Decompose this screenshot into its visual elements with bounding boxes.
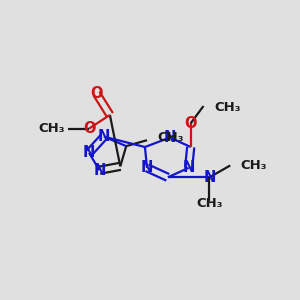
Text: CH₃: CH₃ <box>39 122 65 135</box>
Text: N: N <box>93 163 106 178</box>
Text: N: N <box>203 170 216 185</box>
Text: N: N <box>98 129 110 144</box>
Text: CH₃: CH₃ <box>196 197 223 210</box>
Text: N: N <box>83 146 95 160</box>
Text: N: N <box>164 130 176 145</box>
Text: O: O <box>184 116 197 131</box>
Text: N: N <box>182 160 195 175</box>
Text: N: N <box>141 160 153 175</box>
Text: O: O <box>90 86 103 101</box>
Text: CH₃: CH₃ <box>158 131 184 144</box>
Text: CH₃: CH₃ <box>214 101 240 114</box>
Text: O: O <box>83 121 95 136</box>
Text: CH₃: CH₃ <box>241 159 267 172</box>
